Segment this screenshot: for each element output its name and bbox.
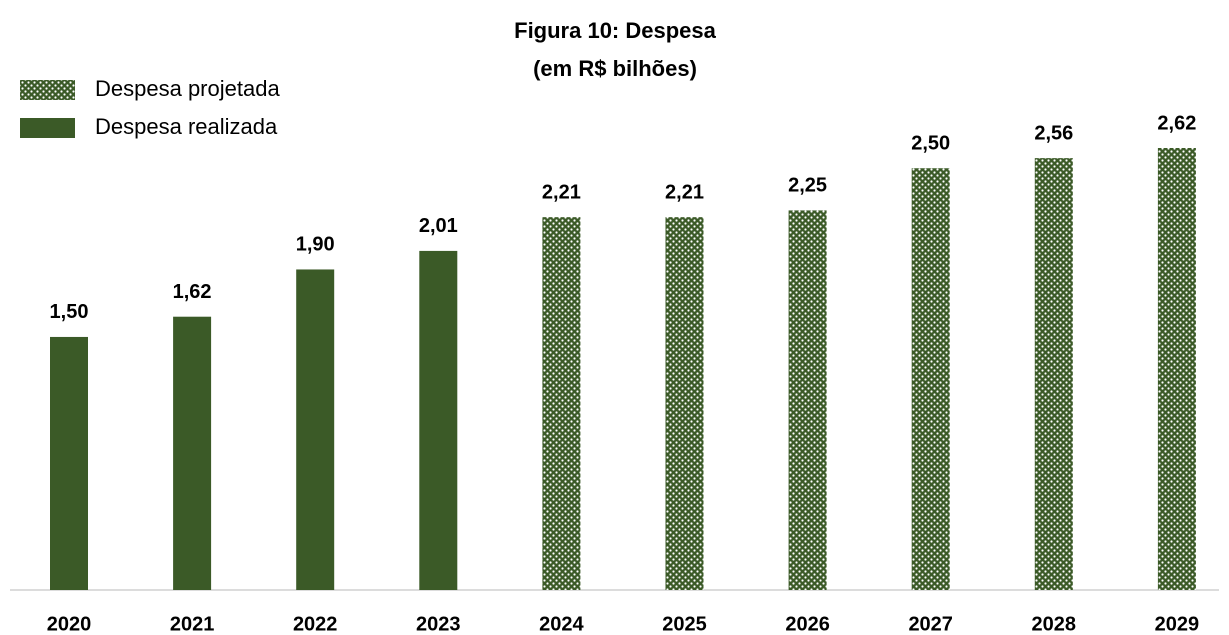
legend-swatch [20, 118, 75, 138]
x-tick-label: 2027 [908, 613, 953, 635]
bar [542, 217, 581, 590]
legend-label: Despesa projetada [95, 76, 280, 101]
x-tick-label: 2022 [293, 613, 338, 635]
x-tick-label: 2021 [170, 613, 215, 635]
bar [50, 336, 88, 590]
x-tick-label: 2024 [539, 613, 584, 635]
bar [665, 217, 704, 590]
bar [788, 210, 827, 590]
value-label: 2,56 [1034, 122, 1073, 144]
chart-subtitle: (em R$ bilhões) [533, 56, 697, 81]
x-tick-label: 2026 [785, 613, 830, 635]
bar [419, 250, 458, 591]
legend-label: Despesa realizada [95, 114, 278, 139]
x-tick-label: 2025 [662, 613, 707, 635]
bar [296, 269, 335, 590]
value-label: 2,62 [1157, 112, 1196, 134]
value-label: 1,62 [173, 281, 212, 303]
value-label: 2,01 [419, 215, 458, 237]
bar [173, 316, 212, 590]
x-tick-label: 2028 [1032, 613, 1077, 635]
bar [1157, 148, 1196, 590]
value-label: 2,50 [911, 133, 950, 155]
value-label: 1,50 [50, 301, 89, 323]
x-tick-label: 2023 [416, 613, 461, 635]
legend-swatch [20, 80, 75, 100]
bar [911, 168, 950, 591]
value-label: 1,90 [296, 234, 335, 256]
x-tick-label: 2020 [47, 613, 92, 635]
x-tick-label: 2029 [1155, 613, 1200, 635]
bar [1034, 158, 1073, 590]
value-label: 2,25 [788, 175, 827, 197]
chart-title: Figura 10: Despesa [514, 18, 717, 43]
value-label: 2,21 [665, 181, 704, 203]
value-label: 2,21 [542, 181, 581, 203]
